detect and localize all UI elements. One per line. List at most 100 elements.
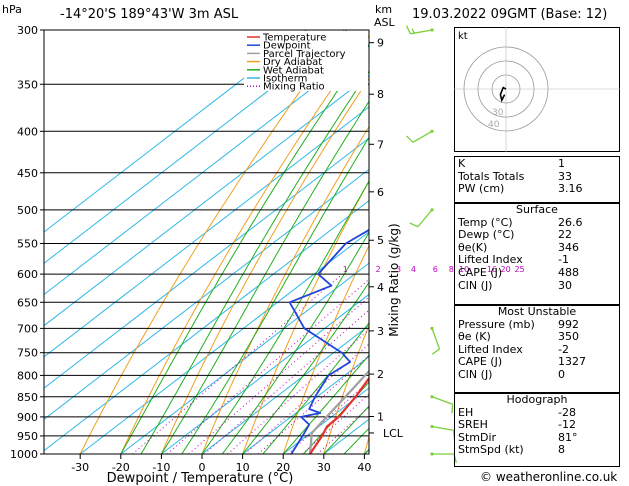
row-value: 30 <box>558 278 572 292</box>
row-label: θe (K) <box>458 330 491 344</box>
temperature-tick-label: 40 <box>357 461 371 474</box>
mixing-ratio-axis-label: Mixing Ratio (g/kg) <box>387 223 401 336</box>
mixing-ratio-label: 16 <box>487 265 497 274</box>
isotherm-line <box>44 75 369 327</box>
legend-label: Wet Adiabat <box>263 65 324 76</box>
row-value: 350 <box>558 330 579 344</box>
temperature-tick-label: 0 <box>199 461 206 474</box>
altitude-km-label: 2 <box>377 368 384 381</box>
altitude-km-label: 7 <box>377 138 384 151</box>
legend-label: Dewpoint <box>263 41 311 52</box>
row-value: 0 <box>558 367 565 381</box>
row-value: 33 <box>558 169 572 183</box>
row-value: 346 <box>558 240 579 254</box>
pressure-tick-label: 750 <box>17 347 38 360</box>
table-row: SREH -12 <box>455 419 619 432</box>
temperature-tick-label: -20 <box>112 461 130 474</box>
mixing-ratio-line <box>244 343 369 454</box>
pressure-tick-label: 500 <box>17 204 38 217</box>
row-label: CIN (J) <box>458 278 493 292</box>
mixing-ratio-label: 20 <box>501 265 511 274</box>
table-row: CAPE (J) 488 <box>455 265 619 280</box>
mixing-ratio-line <box>302 393 369 454</box>
dry-adiabat-line <box>323 324 369 454</box>
isotherm-line <box>44 106 369 358</box>
isotherm-line <box>44 168 369 421</box>
row-label: CIN (J) <box>458 367 493 381</box>
plot-frame <box>43 29 370 455</box>
datetime-title: 19.03.2022 09GMT (Base: 12) <box>412 7 608 22</box>
x-axis-label: Dewpoint / Temperature (°C) <box>107 471 294 486</box>
altitude-km-label: 8 <box>377 88 384 101</box>
table-row: Pressure (mb) 992 <box>455 318 619 332</box>
isotherm-line <box>44 30 348 264</box>
table-row: StmDir 81° <box>455 430 619 445</box>
table-row: Totals Totals 33 <box>455 169 619 184</box>
table-row: CAPE (J) 1327 <box>455 356 619 369</box>
row-value: 3.16 <box>558 182 583 196</box>
hodograph: kt 40 30 <box>454 27 620 152</box>
km-label: km <box>375 3 393 16</box>
row-label: Temp (°C) <box>458 215 513 229</box>
wind-barb <box>430 452 457 463</box>
temperature-tick-label: -30 <box>71 461 89 474</box>
row-value: -2 <box>558 342 569 356</box>
row-label: StmDir <box>458 430 497 444</box>
wind-barb <box>405 25 434 35</box>
table-row: StmSpd (kt) 8 <box>455 444 619 457</box>
row-value: -28 <box>558 405 576 419</box>
table-row: θe (K) 350 <box>455 331 619 344</box>
wet-adiabat-line <box>262 321 369 454</box>
pressure-tick-label: 850 <box>17 391 38 404</box>
most-unstable-table: Most Unstable Pressure (mb) 992 θe (K) 350 L… <box>454 305 620 393</box>
isotherm-line <box>79 231 369 454</box>
temperature-line <box>309 376 369 454</box>
hpa-label: hPa <box>2 3 22 16</box>
row-value: -12 <box>558 418 576 432</box>
row-value: -1 <box>558 253 569 267</box>
temperature-tick-label: -10 <box>152 461 170 474</box>
row-label: CAPE (J) <box>458 265 503 279</box>
pressure-tick-label: 300 <box>17 24 38 37</box>
isotherm-line <box>120 262 369 454</box>
row-value: 1327 <box>558 355 586 369</box>
row-value: 1 <box>558 157 565 170</box>
row-label: θe(K) <box>458 240 488 254</box>
wind-barb <box>406 129 434 143</box>
table-row: Temp (°C) 26.6 <box>455 215 619 230</box>
isotherm-line <box>242 356 369 454</box>
most-unstable-title: Most Unstable <box>497 305 577 318</box>
altitude-km-label: 5 <box>377 234 384 247</box>
isotherm-line <box>44 30 307 233</box>
row-label: K <box>458 157 466 170</box>
row-label: PW (cm) <box>458 182 505 196</box>
hodograph-ring-label: 30 <box>492 108 504 118</box>
row-label: EH <box>458 405 474 419</box>
wind-barb <box>430 326 441 355</box>
mixing-ratio-label: 4 <box>411 265 416 274</box>
hodograph-table-title: Hodograph <box>506 393 568 406</box>
pressure-tick-label: 450 <box>17 167 38 180</box>
row-label: Lifted Index <box>458 342 523 356</box>
pressure-tick-label: 550 <box>17 237 38 250</box>
hodograph-table: Hodograph EH -28 SREH -12 StmDir 81° StmSpd (k… <box>454 393 620 467</box>
footer-credit: © weatheronline.co.uk <box>480 470 618 484</box>
legend-label: Dry Adiabat <box>263 57 322 68</box>
mixing-ratio-line <box>257 354 369 454</box>
row-label: StmSpd (kt) <box>458 443 524 457</box>
pressure-tick-label: 600 <box>17 268 38 281</box>
mixing-ratio-label: 25 <box>514 265 524 274</box>
table-row: CIN (J) 30 <box>455 278 619 293</box>
isotherm-line <box>161 293 369 454</box>
pressure-tick-label: 800 <box>17 369 38 382</box>
altitude-km-label: 6 <box>377 186 384 199</box>
row-value: 488 <box>558 265 579 279</box>
row-label: Lifted Index <box>458 253 523 267</box>
row-value: 22 <box>558 228 572 242</box>
surface-title: Surface <box>516 203 558 216</box>
table-row: Lifted Index -1 <box>455 254 619 267</box>
table-row: θe(K) 346 <box>455 240 619 255</box>
row-label: Totals Totals <box>458 169 525 183</box>
pressure-tick-label: 350 <box>17 78 38 91</box>
